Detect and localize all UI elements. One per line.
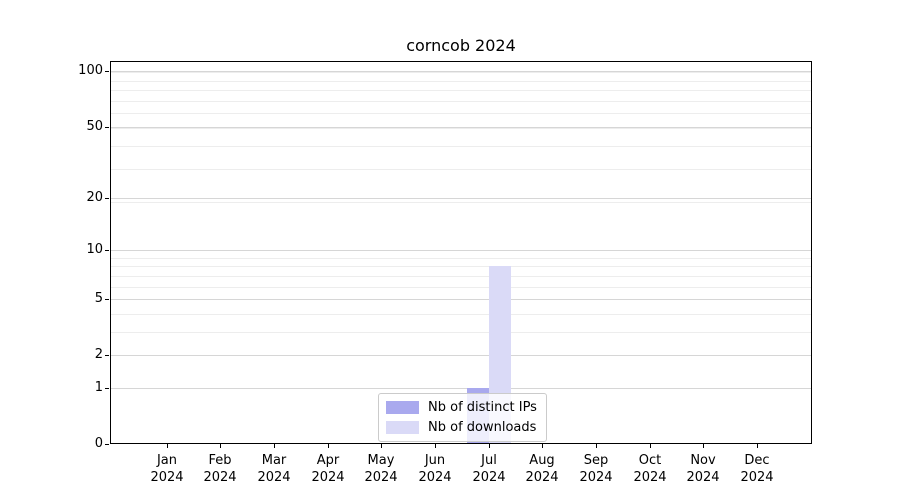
x-axis-tick bbox=[757, 444, 758, 448]
gridline-minor bbox=[111, 169, 811, 170]
y-axis-tick-label: 0 bbox=[94, 436, 103, 451]
x-axis-tick-label: May 2024 bbox=[341, 452, 421, 486]
x-tick-year: 2024 bbox=[257, 470, 291, 485]
gridline-major bbox=[111, 198, 811, 199]
x-axis-tick-label: Nov 2024 bbox=[663, 452, 743, 486]
x-tick-month: Jun bbox=[424, 453, 446, 468]
legend-swatch-distinct-ips bbox=[386, 401, 419, 414]
x-axis-tick-label: Dec 2024 bbox=[717, 452, 797, 486]
gridline-major bbox=[111, 299, 811, 300]
x-tick-month: Jan bbox=[156, 453, 178, 468]
gridline-minor bbox=[111, 146, 811, 147]
legend-swatch-downloads bbox=[386, 421, 419, 434]
x-tick-month: May bbox=[367, 453, 395, 468]
gridline-minor bbox=[111, 72, 811, 73]
y-axis-tick bbox=[105, 250, 109, 251]
gridline-major bbox=[111, 71, 811, 72]
x-tick-year: 2024 bbox=[418, 470, 452, 485]
x-tick-month: Sep bbox=[583, 453, 609, 468]
x-tick-month: Dec bbox=[744, 453, 770, 468]
x-tick-month: Aug bbox=[529, 453, 555, 468]
x-tick-month: Jul bbox=[481, 453, 497, 468]
x-tick-month: Oct bbox=[638, 453, 662, 468]
gridline-minor bbox=[111, 81, 811, 82]
chart-title: corncob 2024 bbox=[406, 36, 516, 55]
x-tick-month: Apr bbox=[316, 453, 340, 468]
y-axis-tick-label: 1 bbox=[94, 380, 103, 395]
x-tick-year: 2024 bbox=[686, 470, 720, 485]
gridline-major bbox=[111, 127, 811, 128]
gridline-minor bbox=[111, 258, 811, 259]
x-axis-tick bbox=[220, 444, 221, 448]
gridline-minor bbox=[111, 113, 811, 114]
x-tick-year: 2024 bbox=[311, 470, 345, 485]
x-tick-year: 2024 bbox=[579, 470, 613, 485]
x-tick-year: 2024 bbox=[150, 470, 184, 485]
x-tick-month: Nov bbox=[690, 453, 716, 468]
y-axis-tick bbox=[105, 299, 109, 300]
x-tick-year: 2024 bbox=[364, 470, 398, 485]
gridline-minor bbox=[111, 332, 811, 333]
gridline-minor bbox=[111, 90, 811, 91]
x-tick-year: 2024 bbox=[633, 470, 667, 485]
legend-label-downloads: Nb of downloads bbox=[428, 420, 537, 435]
x-tick-year: 2024 bbox=[525, 470, 559, 485]
y-axis-tick-label: 50 bbox=[86, 119, 103, 134]
gridline-major bbox=[111, 388, 811, 389]
y-axis-tick bbox=[105, 355, 109, 356]
legend-item-downloads: Nb of downloads bbox=[386, 420, 537, 435]
y-axis-tick bbox=[105, 71, 109, 72]
x-axis-tick-label: Jan 2024 bbox=[127, 452, 207, 486]
x-axis-tick bbox=[435, 444, 436, 448]
y-axis-tick-label: 5 bbox=[94, 291, 103, 306]
x-axis-tick bbox=[274, 444, 275, 448]
y-axis-tick-label: 10 bbox=[86, 242, 103, 257]
x-tick-month: Feb bbox=[208, 453, 232, 468]
x-tick-year: 2024 bbox=[740, 470, 774, 485]
x-axis-tick-label: Sep 2024 bbox=[556, 452, 636, 486]
x-axis-tick-label: Apr 2024 bbox=[288, 452, 368, 486]
gridline-minor bbox=[111, 314, 811, 315]
x-tick-year: 2024 bbox=[472, 470, 506, 485]
y-axis-tick bbox=[105, 388, 109, 389]
legend-item-distinct-ips: Nb of distinct IPs bbox=[386, 400, 537, 415]
y-axis-tick bbox=[105, 198, 109, 199]
x-axis-tick bbox=[328, 444, 329, 448]
y-axis-tick-label: 100 bbox=[78, 63, 103, 78]
gridline-major bbox=[111, 355, 811, 356]
gridline-minor bbox=[111, 287, 811, 288]
gridline-minor bbox=[111, 266, 811, 267]
gridline-major bbox=[111, 250, 811, 251]
x-axis-tick-label: Jun 2024 bbox=[395, 452, 475, 486]
x-tick-month: Mar bbox=[261, 453, 287, 468]
x-axis-tick-label: Jul 2024 bbox=[449, 452, 529, 486]
x-axis-tick-label: Feb 2024 bbox=[180, 452, 260, 486]
y-axis-tick bbox=[105, 127, 109, 128]
y-axis-tick-label: 20 bbox=[86, 190, 103, 205]
x-tick-year: 2024 bbox=[203, 470, 237, 485]
gridline-minor bbox=[111, 202, 811, 203]
x-axis-tick bbox=[703, 444, 704, 448]
x-axis-tick-label: Aug 2024 bbox=[502, 452, 582, 486]
x-axis-tick-label: Oct 2024 bbox=[610, 452, 690, 486]
gridline-minor bbox=[111, 128, 811, 129]
x-axis-tick bbox=[542, 444, 543, 448]
y-axis-tick bbox=[105, 444, 109, 445]
plot-area: Nb of distinct IPs Nb of downloads bbox=[110, 61, 812, 444]
x-axis-tick bbox=[167, 444, 168, 448]
x-axis-tick bbox=[381, 444, 382, 448]
x-axis-tick bbox=[596, 444, 597, 448]
x-axis-tick bbox=[489, 444, 490, 448]
x-axis-tick bbox=[650, 444, 651, 448]
gridline-minor bbox=[111, 276, 811, 277]
legend-label-distinct-ips: Nb of distinct IPs bbox=[428, 400, 537, 415]
legend: Nb of distinct IPs Nb of downloads bbox=[378, 393, 547, 442]
x-axis-tick-label: Mar 2024 bbox=[234, 452, 314, 486]
gridline-minor bbox=[111, 101, 811, 102]
y-axis-tick-label: 2 bbox=[94, 347, 103, 362]
